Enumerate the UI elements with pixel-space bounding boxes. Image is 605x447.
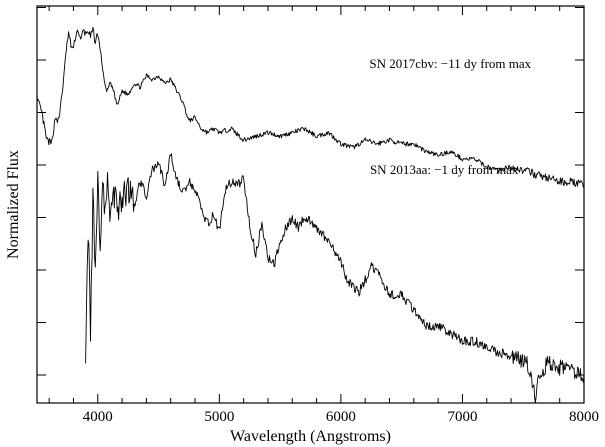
y-axis-ticks: [37, 7, 584, 376]
series-line-sn2013aa: [85, 153, 585, 403]
plot-border: [36, 5, 585, 404]
annotation-sn2013aa: SN 2013aa: −1 dy from max: [370, 162, 519, 177]
x-tick-label: 5000: [204, 409, 234, 425]
plot-frame: [36, 5, 585, 404]
series-layer: [36, 26, 585, 403]
x-tick-label: 8000: [569, 409, 599, 425]
x-axis-label: Wavelength (Angstroms): [230, 428, 391, 445]
annotation-layer: SN 2017cbv: −11 dy from max SN 2013aa: −1…: [369, 56, 531, 177]
x-tick-label: 6000: [326, 409, 356, 425]
series-line-sn2017cbv: [36, 26, 585, 188]
x-axis-ticks: 4000 5000 6000 7000 8000: [48, 6, 599, 425]
annotation-sn2017cbv: SN 2017cbv: −11 dy from max: [369, 56, 531, 71]
x-tick-label: 7000: [447, 409, 477, 425]
x-tick-label: 4000: [83, 409, 113, 425]
y-axis-label: Normalized Flux: [5, 150, 22, 259]
